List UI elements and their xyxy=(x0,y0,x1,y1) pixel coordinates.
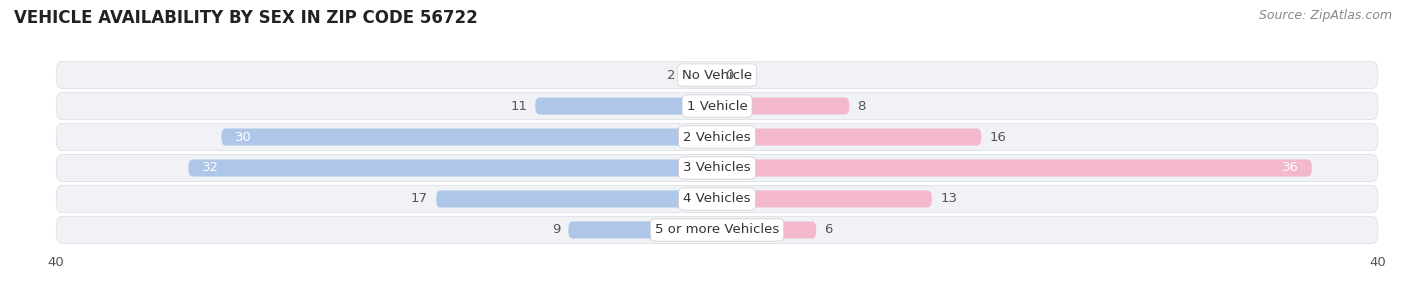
FancyBboxPatch shape xyxy=(56,124,1378,151)
Text: 4 Vehicles: 4 Vehicles xyxy=(683,192,751,206)
FancyBboxPatch shape xyxy=(56,61,1378,89)
Text: VEHICLE AVAILABILITY BY SEX IN ZIP CODE 56722: VEHICLE AVAILABILITY BY SEX IN ZIP CODE … xyxy=(14,9,478,27)
FancyBboxPatch shape xyxy=(717,221,815,239)
Text: 2: 2 xyxy=(668,69,676,81)
FancyBboxPatch shape xyxy=(56,216,1378,244)
FancyBboxPatch shape xyxy=(56,185,1378,213)
FancyBboxPatch shape xyxy=(568,221,717,239)
Text: 32: 32 xyxy=(201,161,218,174)
Text: 13: 13 xyxy=(941,192,957,206)
Text: 16: 16 xyxy=(990,131,1007,144)
FancyBboxPatch shape xyxy=(188,160,717,177)
Text: No Vehicle: No Vehicle xyxy=(682,69,752,81)
Text: 9: 9 xyxy=(551,224,560,236)
Text: Source: ZipAtlas.com: Source: ZipAtlas.com xyxy=(1258,9,1392,22)
FancyBboxPatch shape xyxy=(717,160,1312,177)
Text: 0: 0 xyxy=(725,69,734,81)
FancyBboxPatch shape xyxy=(717,190,932,207)
FancyBboxPatch shape xyxy=(436,190,717,207)
FancyBboxPatch shape xyxy=(685,66,717,84)
FancyBboxPatch shape xyxy=(56,92,1378,120)
FancyBboxPatch shape xyxy=(536,98,717,115)
Legend: Male, Female: Male, Female xyxy=(643,302,792,305)
FancyBboxPatch shape xyxy=(56,154,1378,181)
Text: 1 Vehicle: 1 Vehicle xyxy=(686,99,748,113)
Text: 5 or more Vehicles: 5 or more Vehicles xyxy=(655,224,779,236)
Text: 8: 8 xyxy=(858,99,866,113)
FancyBboxPatch shape xyxy=(717,128,981,145)
Text: 6: 6 xyxy=(824,224,832,236)
Text: 17: 17 xyxy=(411,192,427,206)
FancyBboxPatch shape xyxy=(717,98,849,115)
Text: 11: 11 xyxy=(510,99,527,113)
Text: 2 Vehicles: 2 Vehicles xyxy=(683,131,751,144)
Text: 30: 30 xyxy=(235,131,252,144)
Text: 3 Vehicles: 3 Vehicles xyxy=(683,161,751,174)
FancyBboxPatch shape xyxy=(222,128,717,145)
Text: 36: 36 xyxy=(1282,161,1299,174)
